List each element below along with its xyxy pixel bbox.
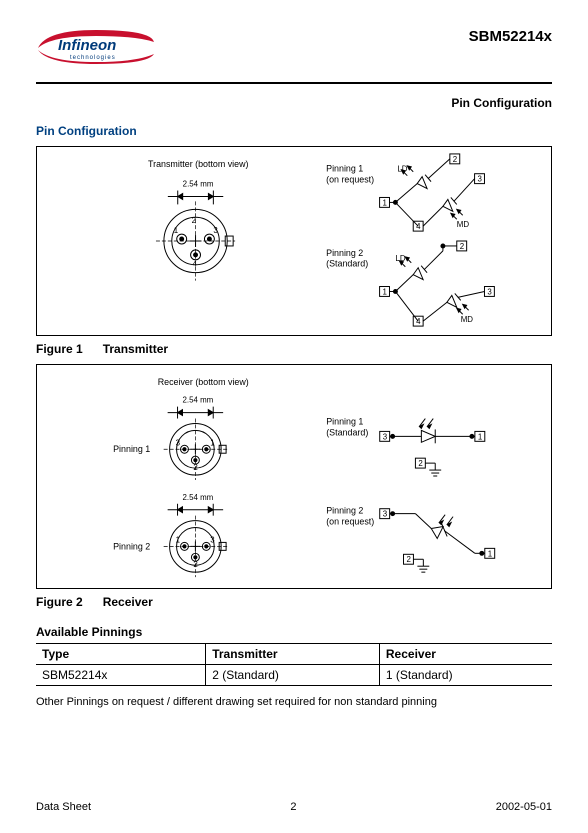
svg-text:1: 1: [383, 198, 388, 207]
figure-2-prefix: Figure 2: [36, 595, 83, 609]
td-receiver: 1 (Standard): [379, 665, 552, 686]
svg-text:1: 1: [478, 432, 483, 441]
figure-2-svg: Receiver (bottom view) 2.54 mm Pinning 1…: [37, 365, 551, 588]
svg-text:MD: MD: [461, 315, 474, 324]
svg-text:2: 2: [418, 459, 422, 468]
infineon-logo-icon: Infineon technologies: [36, 28, 156, 66]
th-receiver: Receiver: [379, 644, 552, 665]
figure-1-box: Transmitter (bottom view) 2.54 mm: [36, 146, 552, 336]
svg-text:LD: LD: [397, 165, 407, 174]
footer-right: 2002-05-01: [496, 801, 552, 813]
svg-text:Pinning 2: Pinning 2: [326, 506, 363, 516]
svg-text:Pinning 2: Pinning 2: [326, 248, 363, 258]
logo: Infineon technologies: [36, 28, 166, 72]
page-subheader: Pin Configuration: [36, 96, 552, 110]
svg-text:2.54 mm: 2.54 mm: [182, 396, 213, 405]
table-title: Available Pinnings: [36, 625, 552, 639]
svg-text:Pinning 1: Pinning 1: [113, 444, 150, 454]
part-number: SBM52214x: [469, 28, 552, 45]
figure-2-text: Receiver: [103, 595, 153, 609]
svg-text:4: 4: [416, 317, 421, 326]
svg-text:1: 1: [210, 438, 215, 447]
svg-text:Receiver (bottom view): Receiver (bottom view): [158, 377, 249, 387]
svg-text:3: 3: [383, 432, 388, 441]
table-header-row: Type Transmitter Receiver: [36, 644, 552, 665]
svg-text:3: 3: [478, 175, 483, 184]
page-header: Infineon technologies SBM52214x: [36, 28, 552, 76]
svg-text:2.54 mm: 2.54 mm: [183, 180, 214, 189]
table-row: SBM52214x 2 (Standard) 1 (Standard): [36, 665, 552, 686]
svg-text:(Standard): (Standard): [326, 259, 368, 269]
footer-left: Data Sheet: [36, 801, 91, 813]
svg-text:LD: LD: [395, 254, 405, 263]
svg-text:3: 3: [487, 287, 492, 296]
svg-text:Transmitter (bottom view): Transmitter (bottom view): [148, 159, 248, 169]
svg-text:2: 2: [460, 242, 464, 251]
svg-text:1: 1: [488, 549, 493, 558]
svg-text:Pinning 1: Pinning 1: [326, 416, 363, 426]
svg-text:4: 4: [416, 222, 421, 231]
header-rule: [36, 82, 552, 84]
note-text: Other Pinnings on request / different dr…: [36, 696, 552, 708]
svg-text:(on request): (on request): [326, 175, 374, 185]
figure-1-text: Transmitter: [103, 342, 168, 356]
svg-text:2: 2: [406, 555, 410, 564]
td-transmitter: 2 (Standard): [206, 665, 380, 686]
svg-text:1: 1: [174, 226, 179, 235]
footer-center: 2: [290, 801, 296, 813]
figure-1-svg: Transmitter (bottom view) 2.54 mm: [37, 147, 551, 335]
figure-2-caption: Figure 2 Receiver: [36, 595, 552, 609]
figure-1-prefix: Figure 1: [36, 342, 83, 356]
svg-text:technologies: technologies: [70, 55, 116, 61]
svg-text:(on request): (on request): [326, 517, 374, 527]
td-type: SBM52214x: [36, 665, 206, 686]
th-type: Type: [36, 644, 206, 665]
svg-text:Pinning 2: Pinning 2: [113, 541, 150, 551]
figure-1-caption: Figure 1 Transmitter: [36, 342, 552, 356]
svg-text:(Standard): (Standard): [326, 427, 368, 437]
svg-text:3: 3: [176, 438, 181, 447]
section-title: Pin Configuration: [36, 124, 552, 138]
svg-text:1: 1: [383, 287, 388, 296]
svg-text:Infineon: Infineon: [58, 37, 116, 54]
svg-text:1: 1: [176, 535, 181, 544]
svg-text:3: 3: [383, 510, 388, 519]
svg-text:Pinning 1: Pinning 1: [326, 164, 363, 174]
svg-text:2: 2: [453, 155, 457, 164]
svg-text:3: 3: [213, 226, 218, 235]
th-transmitter: Transmitter: [206, 644, 380, 665]
svg-text:MD: MD: [457, 220, 470, 229]
svg-text:2.54 mm: 2.54 mm: [182, 493, 213, 502]
svg-text:3: 3: [210, 535, 215, 544]
figure-2-box: Receiver (bottom view) 2.54 mm Pinning 1…: [36, 364, 552, 589]
page-footer: Data Sheet 2 2002-05-01: [36, 801, 552, 813]
svg-text:4: 4: [193, 260, 198, 269]
pinnings-table: Type Transmitter Receiver SBM52214x 2 (S…: [36, 643, 552, 686]
